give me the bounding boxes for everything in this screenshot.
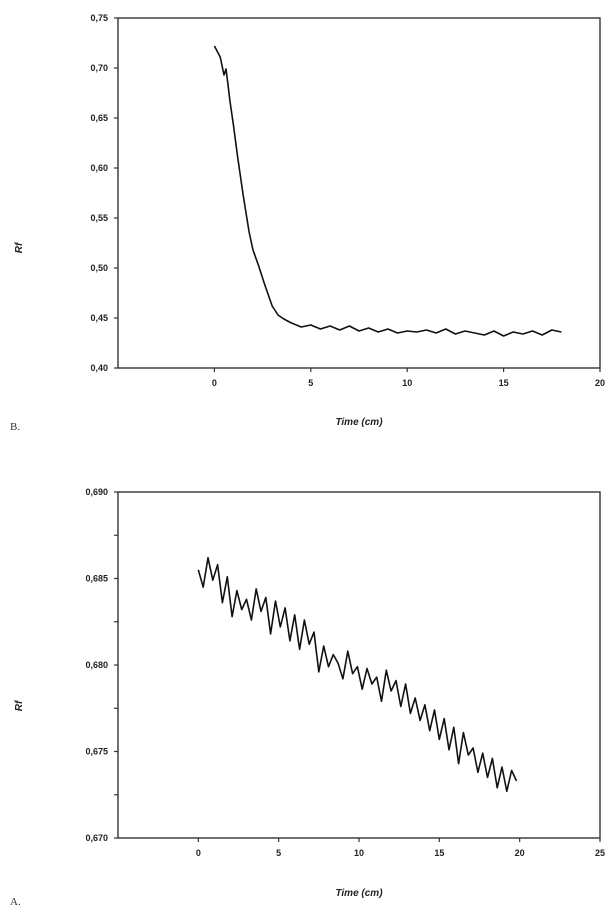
y-tick-label: 0,60 xyxy=(90,163,108,173)
y-tick-label: 0,680 xyxy=(85,660,108,670)
plot-frame xyxy=(117,491,601,839)
y-tick-label: 0,55 xyxy=(90,213,108,223)
panel-label: B. xyxy=(10,421,20,433)
y-tick-label: 0,675 xyxy=(85,747,108,757)
x-axis-label: Time (cm) xyxy=(335,417,383,428)
x-tick-label: 10 xyxy=(354,848,364,858)
y-tick-label: 0,65 xyxy=(90,113,108,123)
y-tick-label: 0,690 xyxy=(85,487,108,497)
x-tick-label: 10 xyxy=(402,378,412,388)
series-line xyxy=(197,556,518,793)
chart-panel-a: 0,670 0,675 0,680 0,685 0,690 0 5 10 15 20 25 Time … xyxy=(10,487,605,908)
x-tick-label: 5 xyxy=(276,848,281,858)
series-line xyxy=(213,45,562,337)
y-axis-label: Rf xyxy=(14,241,25,253)
x-tick-label: 20 xyxy=(595,378,605,388)
y-tick-label: 0,685 xyxy=(85,574,108,584)
x-tick-label: 5 xyxy=(308,378,313,388)
plot-frame xyxy=(117,17,601,369)
y-tick-label: 0,670 xyxy=(85,833,108,843)
y-tick-label: 0,45 xyxy=(90,313,108,323)
y-axis-label: Rf xyxy=(14,699,25,711)
y-tick-label: 0,70 xyxy=(90,63,108,73)
x-axis-label: Time (cm) xyxy=(335,888,383,899)
chart-panel-b: 0,40 0,45 0,50 0,55 0,60 0,65 0,70 0,75 0 5 10 15 20… xyxy=(10,13,605,433)
x-tick-label: 0 xyxy=(212,378,217,388)
x-tick-label: 0 xyxy=(196,848,201,858)
x-tick-label: 20 xyxy=(515,848,525,858)
x-tick-label: 25 xyxy=(595,848,605,858)
y-tick-label: 0,75 xyxy=(90,13,108,23)
panel-label: A. xyxy=(10,896,21,908)
y-tick-label: 0,40 xyxy=(90,363,108,373)
x-tick-label: 15 xyxy=(434,848,444,858)
x-tick-label: 15 xyxy=(499,378,509,388)
y-tick-label: 0,50 xyxy=(90,263,108,273)
